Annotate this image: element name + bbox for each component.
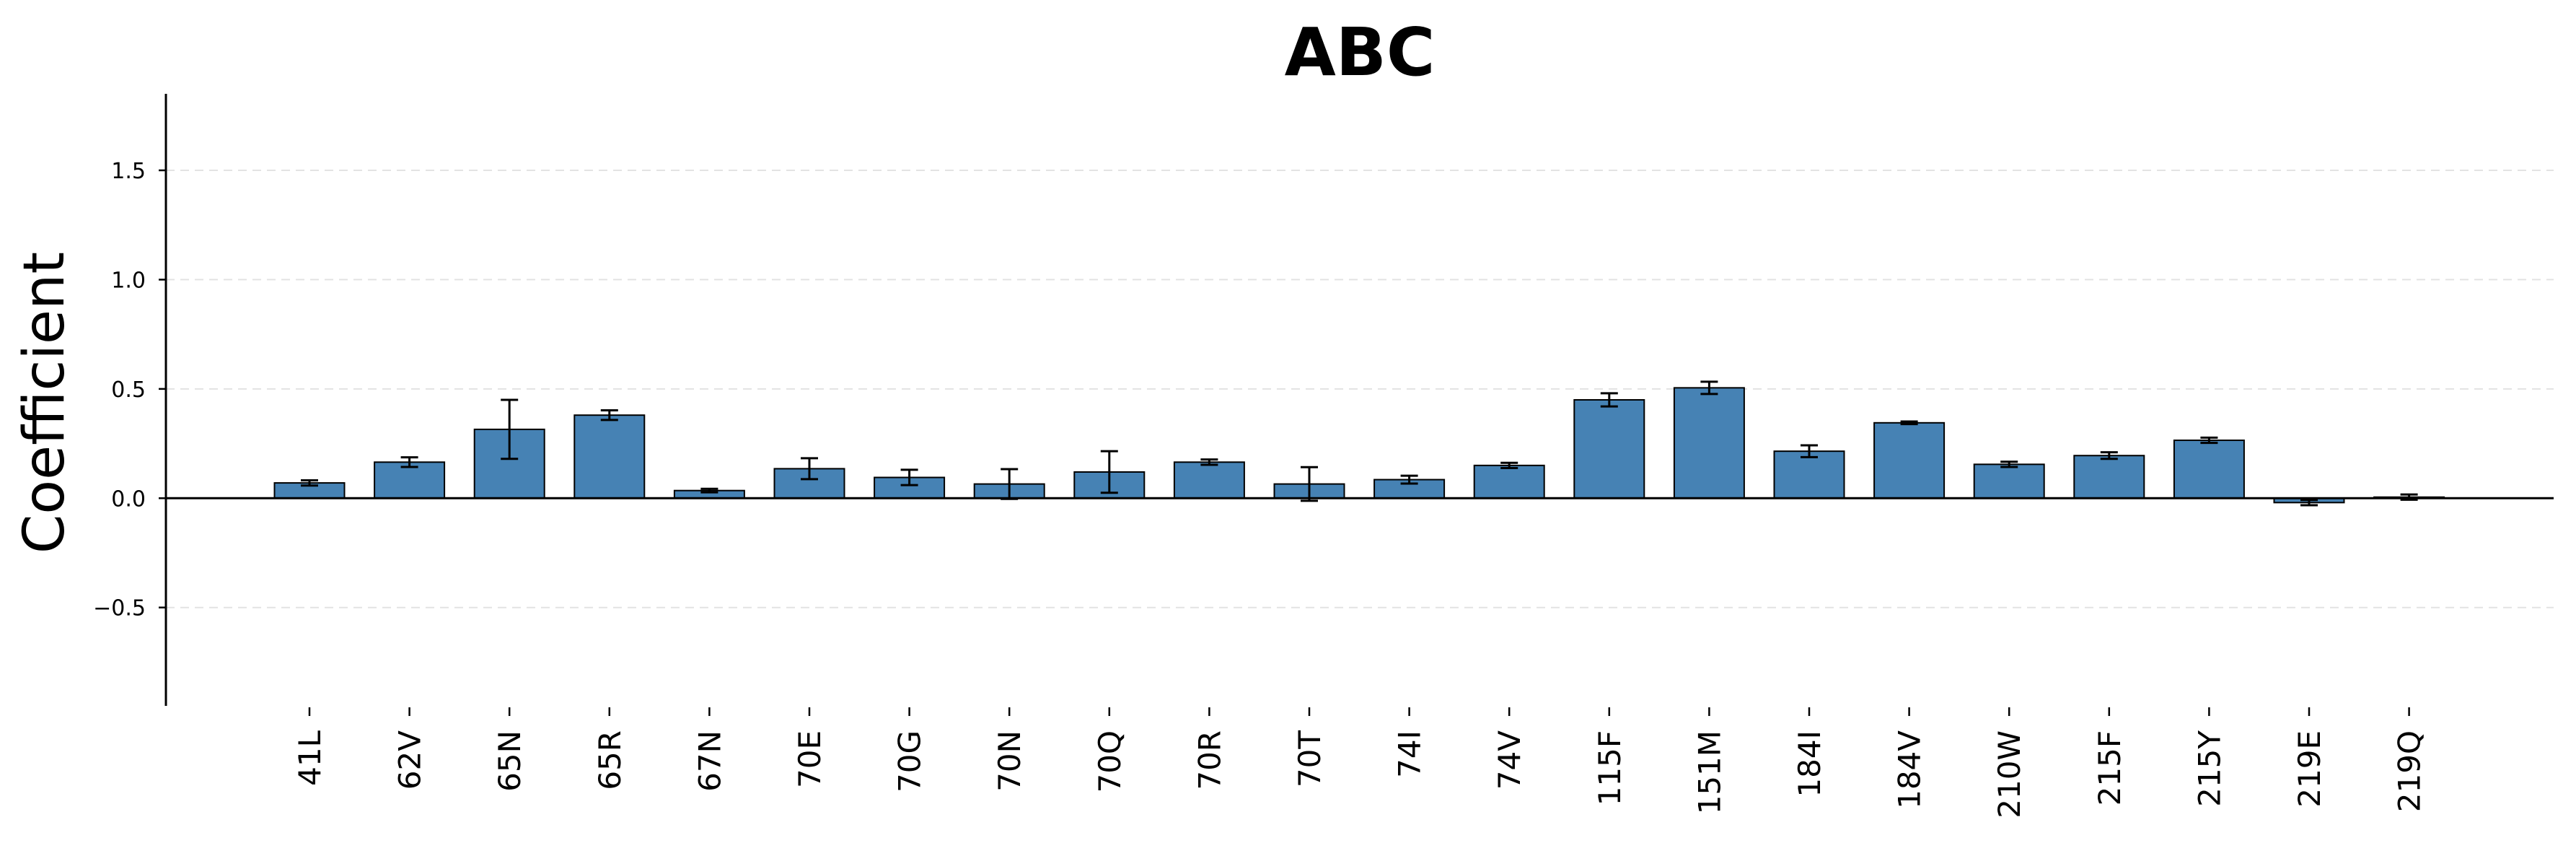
bar [1673,387,1745,499]
gridlines [166,170,2554,608]
x-tick-label: 74V [1492,730,1527,790]
y-tick-label: 1.0 [111,268,146,293]
x-tick-label: 115F [1592,730,1627,805]
error-bars [301,380,2418,507]
x-tick-label: 65R [592,730,628,790]
x-tick-label: 74I [1392,730,1428,778]
x-tick-label: 70G [892,730,928,792]
x-tick-label: 184V [1892,730,1927,809]
x-tick-label: 70E [792,730,827,788]
bar [1873,422,1946,499]
x-tick-label: 41L [292,730,328,785]
axes [164,94,2554,706]
y-tick-label: 0.0 [111,486,146,512]
x-tick-label: 215Y [2192,730,2227,807]
x-tick-label: 70T [1292,730,1327,787]
y-axis-label: Coefficient [12,252,77,554]
x-tick-label: 151M [1692,730,1727,814]
y-axis-ticks: −0.5 0.0 0.5 1.0 1.5 [93,159,166,621]
chart-title: ABC [1285,14,1436,91]
x-axis-ticks: 41L 62V 65N 65R 67N 70E 70G 70N 70Q 70R 70T 74I 74V 1… [292,707,2427,818]
bar [1173,461,1245,499]
bar [1473,464,1545,499]
x-tick-label: 67N [692,730,727,792]
x-tick-label: 210W [1992,730,2027,818]
x-tick-label: 219Q [2392,730,2427,812]
y-tick-label: −0.5 [93,596,146,621]
x-tick-label: 62V [392,730,428,790]
x-tick-label: 219E [2292,730,2327,808]
bar [573,414,646,499]
y-tick-label: 0.5 [111,377,146,403]
x-tick-label: 70R [1192,730,1227,790]
bar [2173,440,2245,499]
x-tick-label: 70N [992,730,1027,792]
x-tick-label: 184I [1792,730,1827,798]
x-tick-label: 215F [2092,730,2127,805]
y-tick-label: 1.5 [111,159,146,184]
bar [1973,463,2045,499]
bar [374,461,446,499]
bar [1773,450,1845,499]
bar [2073,455,2145,499]
x-tick-label: 70Q [1092,730,1127,793]
x-tick-label: 65N [492,730,527,792]
bars [273,387,2445,504]
bar [1573,399,1645,499]
